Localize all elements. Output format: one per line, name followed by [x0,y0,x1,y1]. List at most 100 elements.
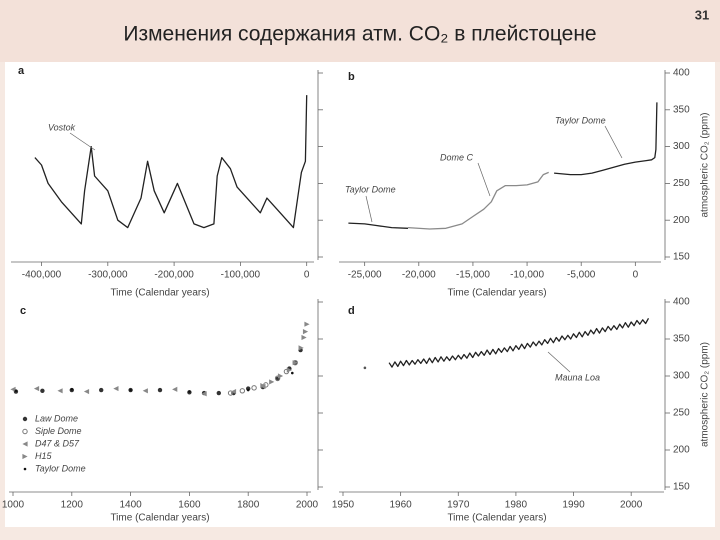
x-tick-label: -100,000 [221,270,261,281]
x-tick-label: -15,000 [456,270,490,281]
x-tick-label: 1960 [390,500,413,511]
x-tick-label: 1000 [2,500,25,511]
point [172,386,178,392]
y-axis-label: atmospheric CO₂ (ppm) [700,112,711,217]
point [40,388,45,393]
slide-title: Изменения содержания атм. CO₂ в плейстоц… [123,23,596,46]
title-band [0,0,720,62]
point [83,388,90,395]
series-annotation: Vostok [48,122,76,132]
annotation-leader [547,351,571,373]
series-line [407,171,549,230]
figure-area [5,62,715,527]
point [298,345,304,351]
point [157,387,163,393]
x-tick-label: -20,000 [402,270,436,281]
y-tick-label: 150 [673,252,690,263]
point [277,373,284,379]
legend-label: H15 [35,451,53,461]
panel-label: d [348,305,355,317]
x-axis-label: Time (Calendar years) [110,513,209,524]
point [251,385,257,391]
x-tick-label: -10,000 [510,270,544,281]
point [246,388,250,392]
point [33,385,40,392]
point [113,385,119,392]
x-tick-label: -400,000 [22,270,62,281]
point [10,386,16,392]
x-tick-label: 1970 [447,500,470,511]
point [188,390,191,393]
legend-label: D47 & D57 [35,438,80,448]
annotation-leader [365,195,373,223]
legend-label: Taylor Dome [35,463,86,473]
point [291,371,294,375]
annotation-leader [69,132,96,151]
point [99,387,104,393]
series-annotation: Mauna Loa [555,372,600,382]
x-tick-label: -25,000 [348,270,382,281]
point [292,360,298,366]
x-tick-label: 1980 [505,500,528,511]
series-line [34,95,308,229]
legend-marker [22,453,28,460]
panel-label: a [18,65,25,77]
x-tick-label: 1950 [332,500,355,511]
x-tick-label: -200,000 [154,270,194,281]
point [363,366,367,370]
x-tick-label: 0 [633,270,639,281]
point [57,388,63,394]
legend-marker [22,416,28,422]
x-tick-label: 2000 [296,500,319,511]
y-tick-label: 250 [673,178,690,189]
y-tick-label: 150 [673,482,690,493]
point [201,391,207,397]
point [302,329,309,335]
series-line [348,102,658,229]
point [14,389,18,393]
y-tick-label: 350 [673,104,690,115]
x-tick-label: 1200 [61,500,84,511]
x-tick-label: 1400 [119,500,142,511]
y-tick-label: 200 [673,445,690,456]
point [227,390,234,396]
point [216,390,221,396]
page-number: 31 [695,7,709,22]
y-tick-label: 300 [673,141,690,152]
point [260,383,266,389]
point [129,388,132,392]
series-annotation: Taylor Dome [555,115,606,125]
legend-label: Law Dome [35,413,78,423]
y-tick-label: 200 [673,215,690,226]
annotation-leader [477,162,491,197]
point [239,388,246,394]
x-tick-label: 1600 [178,500,201,511]
legend-marker [22,428,28,435]
series-line [388,317,650,368]
x-tick-label: -300,000 [88,270,128,281]
y-tick-label: 400 [673,68,690,79]
point [70,388,74,391]
point [301,334,307,341]
x-tick-label: -5,000 [567,270,596,281]
point [286,367,292,373]
series-annotation: Taylor Dome [345,184,396,194]
x-tick-label: 2000 [620,500,643,511]
y-tick-label: 250 [673,408,690,419]
panel-label: b [348,71,355,83]
point [269,379,275,385]
x-tick-label: 1800 [237,500,260,511]
y-tick-label: 350 [673,334,690,345]
x-axis-label: Time (Calendar years) [110,288,209,299]
y-tick-label: 400 [673,297,690,308]
panel-label: c [20,305,26,317]
legend-label: Siple Dome [35,426,82,436]
y-axis-label: atmospheric CO₂ (ppm) [700,342,711,447]
point [304,321,310,327]
point [142,388,148,394]
x-axis-label: Time (Calendar years) [447,288,546,299]
y-tick-label: 300 [673,371,690,382]
legend-marker [23,467,27,471]
